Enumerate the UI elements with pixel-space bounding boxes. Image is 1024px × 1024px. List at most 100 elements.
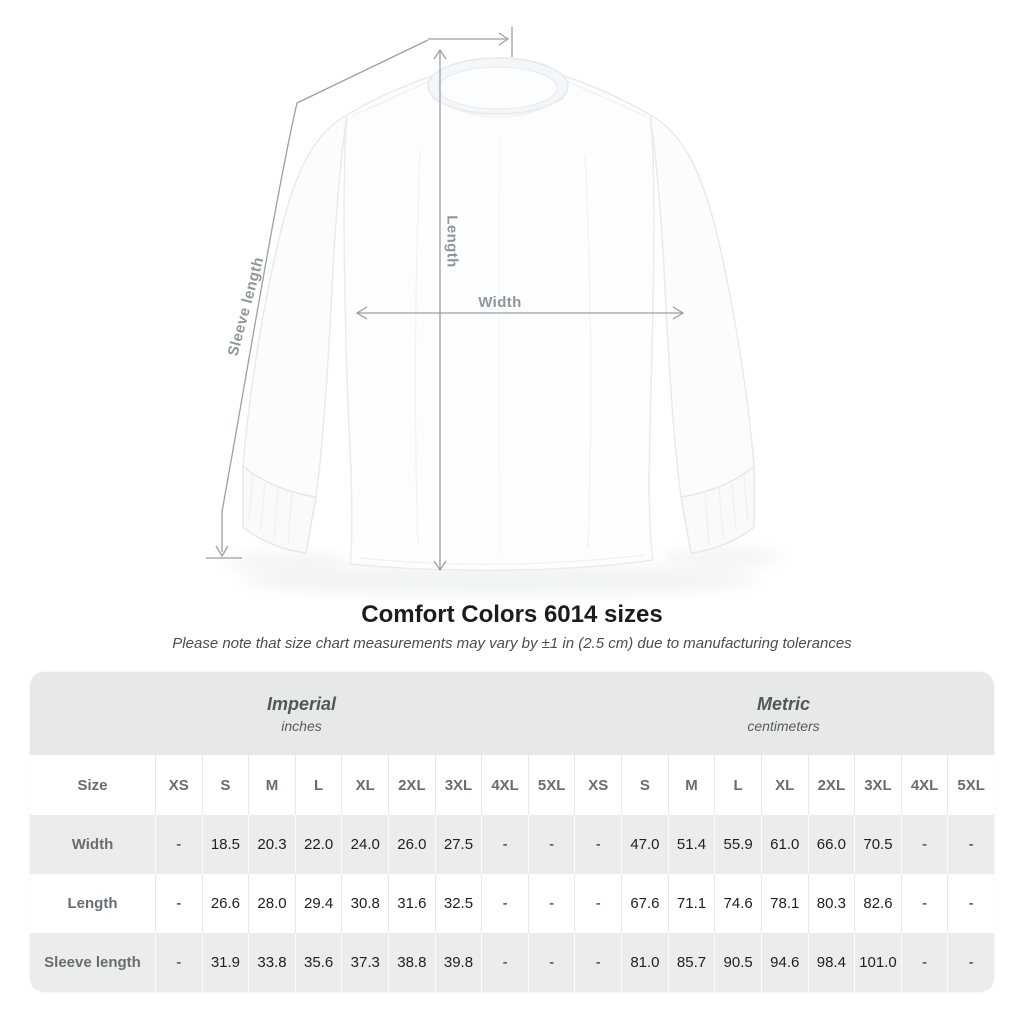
- title-block: Comfort Colors 6014 sizes Please note th…: [0, 600, 1024, 654]
- value-cell: 55.9: [714, 815, 761, 874]
- value-cell: -: [155, 815, 202, 874]
- size-column-header: 2XL: [807, 755, 855, 815]
- shirt-right-cuff: [680, 465, 755, 554]
- shirt-right-sleeve: [649, 114, 755, 498]
- shirt-shadow: [242, 565, 758, 595]
- table-row-length: Length - 26.6 28.0 29.4 30.8 31.6 32.5 -…: [30, 874, 994, 933]
- size-column-header: M: [667, 755, 715, 815]
- value-cell: 33.8: [248, 933, 295, 992]
- value-cell: 38.8: [388, 933, 435, 992]
- size-column-header: 3XL: [854, 755, 901, 815]
- value-cell: 71.1: [667, 874, 715, 933]
- table-row-width: Width - 18.5 20.3 22.0 24.0 26.0 27.5 - …: [30, 815, 994, 874]
- metric-unit: centimeters: [747, 717, 820, 734]
- value-cell: 30.8: [341, 874, 388, 933]
- value-cell: 82.6: [854, 874, 901, 933]
- unit-group-imperial: Imperial inches: [30, 672, 573, 755]
- value-cell: 51.4: [667, 815, 715, 874]
- value-cell: 61.0: [760, 815, 808, 874]
- value-cell: 94.6: [760, 933, 808, 992]
- value-cell: 81.0: [621, 933, 668, 992]
- size-column-header: L: [294, 755, 342, 815]
- value-cell: 37.3: [341, 933, 388, 992]
- row-label: Sleeve length: [44, 954, 141, 971]
- length-measure-label: Length: [443, 215, 461, 268]
- value-cell: -: [574, 815, 621, 874]
- shirt-svg: [206, 27, 782, 595]
- page-title: Comfort Colors 6014 sizes: [361, 601, 663, 628]
- value-cell: -: [155, 874, 202, 933]
- value-cell: 47.0: [621, 815, 668, 874]
- sleeve-measure-line: [206, 39, 429, 559]
- row-label: Length: [67, 895, 118, 912]
- value-cell: 26.0: [388, 815, 435, 874]
- length-measure-line: [433, 48, 447, 572]
- value-cell: -: [900, 815, 948, 874]
- size-column-header: 2XL: [388, 755, 435, 815]
- size-column-header: XL: [341, 755, 388, 815]
- value-cell: -: [481, 933, 528, 992]
- value-cell: 26.6: [201, 874, 249, 933]
- value-cell: 85.7: [667, 933, 715, 992]
- metric-label: Metric: [756, 693, 810, 714]
- value-cell: 67.6: [621, 874, 668, 933]
- value-cell: 39.8: [434, 933, 482, 992]
- table-row-sleeve-length: Sleeve length - 31.9 33.8 35.6 37.3 38.8…: [30, 933, 994, 992]
- size-column-header: XS: [574, 755, 621, 815]
- value-cell: -: [527, 874, 575, 933]
- value-cell: -: [574, 933, 621, 992]
- value-cell: 101.0: [854, 933, 901, 992]
- width-measure-label: Width: [478, 294, 522, 311]
- imperial-unit: inches: [281, 717, 322, 734]
- value-cell: 74.6: [714, 874, 761, 933]
- size-column-header: 5XL: [947, 755, 994, 815]
- value-cell: -: [481, 874, 528, 933]
- value-cell: -: [900, 933, 948, 992]
- size-table: Imperial inches Metric centimeters Size …: [30, 672, 994, 992]
- size-column-header: M: [248, 755, 295, 815]
- size-column-header: Size: [77, 776, 108, 794]
- imperial-label: Imperial: [266, 693, 337, 714]
- size-column-header: 4XL: [900, 755, 948, 815]
- shirt-collar-inner: [438, 66, 558, 110]
- shirt-illustration: Width Length Sleeve length: [206, 27, 782, 595]
- value-cell: 90.5: [714, 933, 761, 992]
- value-cell: -: [947, 933, 994, 992]
- value-cell: 70.5: [854, 815, 901, 874]
- value-cell: 66.0: [807, 815, 855, 874]
- value-cell: -: [527, 815, 575, 874]
- shirt-left-cuff: [242, 465, 317, 554]
- value-cell: 80.3: [807, 874, 855, 933]
- unit-band: Imperial inches Metric centimeters: [30, 672, 994, 755]
- size-column-header: XL: [760, 755, 808, 815]
- value-cell: -: [947, 815, 994, 874]
- value-cell: 78.1: [760, 874, 808, 933]
- value-cell: 18.5: [201, 815, 249, 874]
- value-cell: 24.0: [341, 815, 388, 874]
- row-label: Width: [71, 836, 114, 853]
- value-cell: 22.0: [294, 815, 342, 874]
- size-column-header: 3XL: [434, 755, 482, 815]
- size-column-header: L: [714, 755, 761, 815]
- size-column-header: 4XL: [481, 755, 528, 815]
- value-cell: 29.4: [294, 874, 342, 933]
- value-cell: 27.5: [434, 815, 482, 874]
- value-cell: 31.6: [388, 874, 435, 933]
- value-cell: -: [155, 933, 202, 992]
- value-cell: -: [481, 815, 528, 874]
- value-cell: -: [527, 933, 575, 992]
- value-cell: 98.4: [807, 933, 855, 992]
- value-cell: 31.9: [201, 933, 249, 992]
- size-column-header: XS: [155, 755, 202, 815]
- value-cell: -: [900, 874, 948, 933]
- value-cell: 28.0: [248, 874, 295, 933]
- size-column-header: S: [621, 755, 668, 815]
- size-column-header: 5XL: [527, 755, 575, 815]
- value-cell: -: [574, 874, 621, 933]
- value-cell: 20.3: [248, 815, 295, 874]
- tolerance-note: Please note that size chart measurements…: [172, 635, 852, 652]
- size-header-row: Size XS S M L XL 2XL 3XL 4XL 5XL XS S M …: [30, 755, 994, 815]
- size-column-header: S: [201, 755, 249, 815]
- value-cell: 35.6: [294, 933, 342, 992]
- width-measure-line: [355, 306, 685, 320]
